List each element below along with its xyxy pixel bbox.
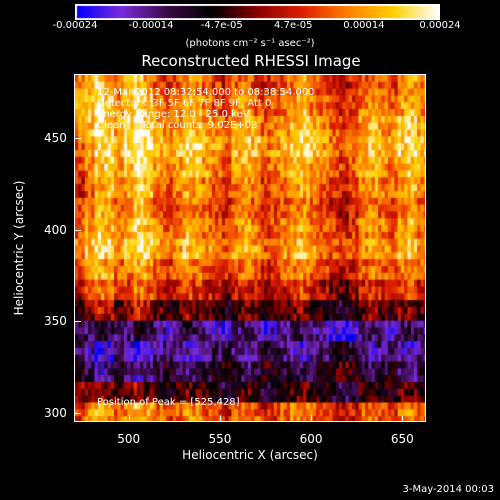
colorbar-tick-label: -0.00024 [52, 20, 98, 31]
x-tick-label: 600 [299, 432, 323, 446]
x-tick-mark [128, 415, 130, 422]
annotation-clean: Clean Total counts: 9.02E+03 [97, 120, 258, 131]
colorbar-tick-label: -4.7e-05 [200, 20, 243, 31]
annotation-energy-range: Energy Range: 12.0 - 25.0 keV [97, 109, 250, 120]
y-tick-label: 400 [44, 222, 67, 237]
x-tick-mark [311, 415, 313, 422]
chart-title: Reconstructed RHESSI Image [141, 52, 361, 70]
annotation-peak-position: Position of Peak = [525,428] [97, 397, 240, 408]
colorbar-tick-label: 0.00014 [343, 20, 385, 31]
colorbar-tick-label: -0.00014 [128, 20, 174, 31]
colorbar-tick-label: 0.00024 [419, 20, 461, 31]
x-tick-label: 500 [117, 432, 141, 446]
y-tick-mark [74, 138, 81, 140]
y-tick-mark [74, 229, 81, 231]
annotation-time-range: 12-Mar-2012 08:32:54.000 to 08:38:54.000 [97, 87, 315, 98]
y-axis-label: Heliocentric Y (arcsec) [12, 180, 26, 316]
colorbar-tick-label: 4.7e-05 [274, 20, 313, 31]
x-tick-label: 650 [390, 432, 414, 446]
colorbar [75, 4, 440, 20]
plot-area: 12-Mar-2012 08:32:54.000 to 08:38:54.000… [74, 74, 426, 422]
y-tick-label: 450 [44, 131, 67, 146]
y-tick-label: 300 [44, 405, 67, 420]
y-tick-mark [74, 412, 81, 414]
colorbar-gradient [75, 4, 440, 20]
y-tick-label: 350 [44, 314, 67, 329]
footer-timestamp: 3-May-2014 00:03 [402, 484, 494, 495]
x-tick-mark [402, 415, 404, 422]
x-tick-mark [219, 415, 221, 422]
annotation-detectors: Detectors: 3F 5F 6F 7F 8F 9F, Att 0 [97, 98, 272, 109]
x-axis-label: Heliocentric X (arcsec) [182, 448, 318, 462]
y-tick-mark [74, 321, 81, 323]
colorbar-unit: (photons cm⁻² s⁻¹ asec⁻²) [185, 38, 315, 49]
heatmap-image [75, 75, 425, 421]
x-tick-label: 550 [208, 432, 232, 446]
